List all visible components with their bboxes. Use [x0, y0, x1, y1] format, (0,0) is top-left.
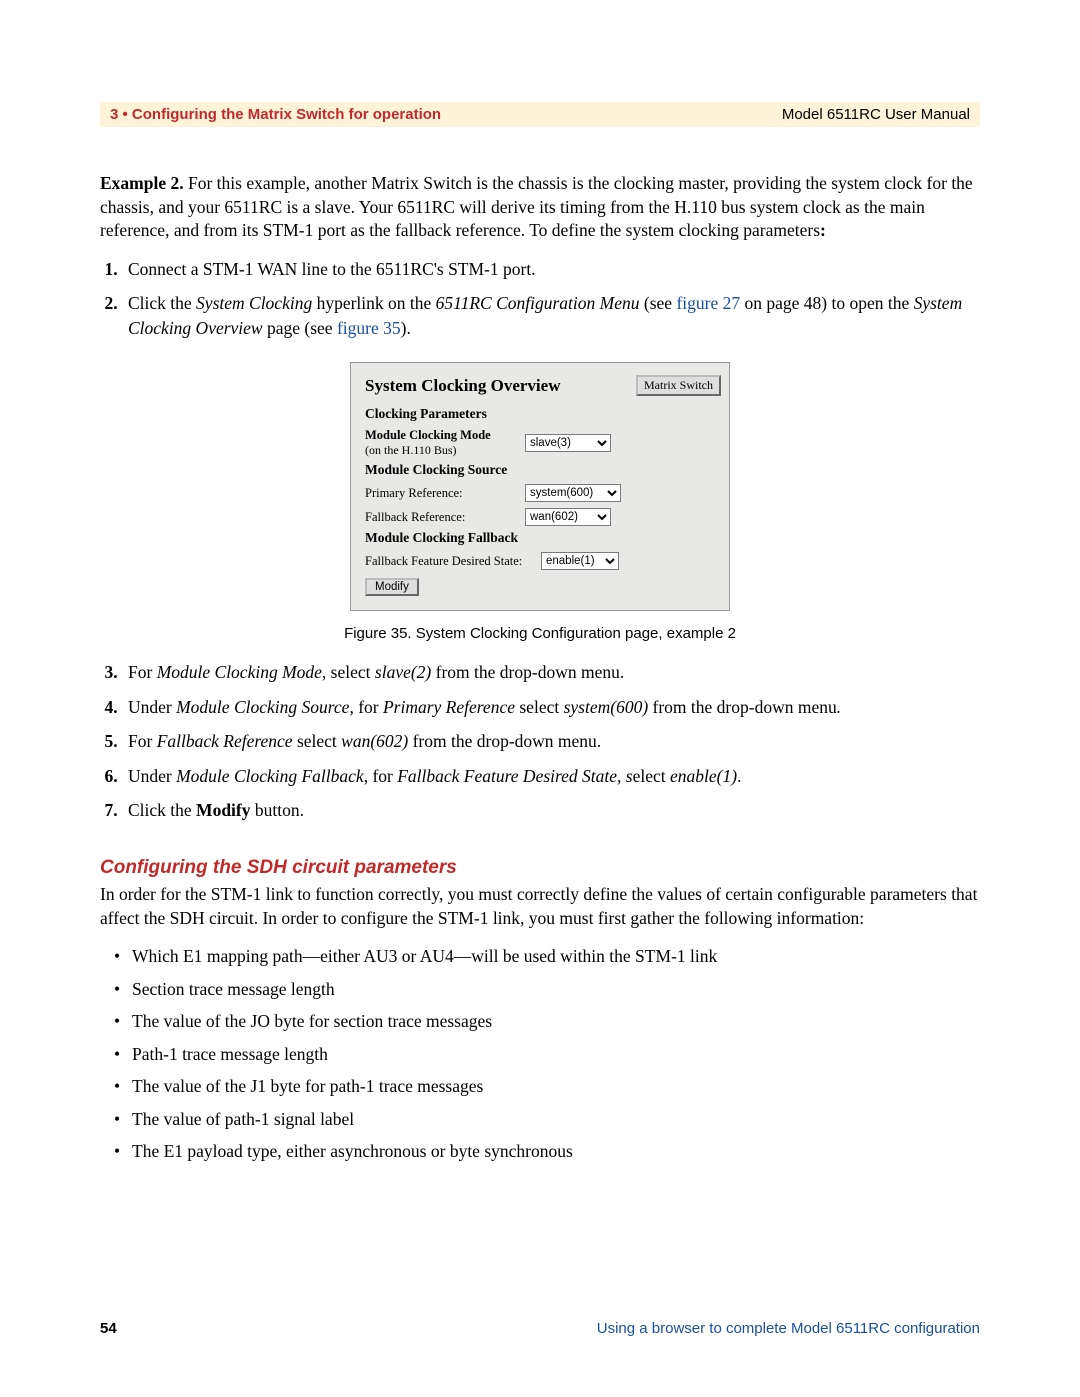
steps-list-bottom: For Module Clocking Mode, select slave(2…: [122, 660, 980, 823]
bullet-item: Path-1 trace message length: [114, 1042, 980, 1067]
s4-em3: system(600): [564, 697, 649, 717]
page-header-bar: 3 • Configuring the Matrix Switch for op…: [100, 102, 980, 127]
s4-em2: Primary Reference: [383, 697, 515, 717]
primary-row: Primary Reference: system(600): [365, 484, 715, 502]
step-2-mid3: on page 48) to open the: [740, 293, 914, 313]
sdh-bullets: Which E1 mapping path—either AU3 or AU4—…: [114, 944, 980, 1164]
fallback-label: Fallback Reference:: [365, 510, 525, 525]
s7-end: button.: [251, 800, 304, 820]
step-4: Under Module Clocking Source, for Primar…: [122, 695, 980, 720]
page-number: 54: [100, 1320, 117, 1337]
s6-em2: Fallback Feature Desired State, s: [397, 766, 632, 786]
s4-dot: .: [837, 697, 841, 717]
modify-button[interactable]: Modify: [365, 578, 419, 596]
s7-b: Modify: [196, 800, 250, 820]
s3-em1: Module Clocking Mode,: [157, 662, 327, 682]
footer-context: Using a browser to complete Model 6511RC…: [597, 1320, 980, 1337]
step-2-em2: 6511RC Configuration Menu: [436, 293, 640, 313]
figure-35: System Clocking Overview Matrix Switch C…: [100, 362, 980, 642]
s3-em2: slave(2): [375, 662, 431, 682]
mode-row: Module Clocking Mode (on the H.110 Bus) …: [365, 428, 715, 458]
bullet-item: Which E1 mapping path—either AU3 or AU4—…: [114, 944, 980, 969]
s4-mid1: , for: [349, 697, 383, 717]
bullet-item: Section trace message length: [114, 977, 980, 1002]
bullet-item: The value of the JO byte for section tra…: [114, 1009, 980, 1034]
step-2: Click the System Clocking hyperlink on t…: [122, 291, 980, 340]
s3-mid: select: [326, 662, 375, 682]
s4-mid2: select: [515, 697, 564, 717]
step-2-em1: System Clocking: [196, 293, 312, 313]
step-2-mid4: page (see: [263, 318, 337, 338]
example-label: Example 2.: [100, 173, 184, 193]
step-3: For Module Clocking Mode, select slave(2…: [122, 660, 980, 685]
panel-title: System Clocking Overview: [365, 376, 560, 396]
example-text: For this example, another Matrix Switch …: [100, 173, 973, 240]
s5-pre: For: [128, 731, 157, 751]
fbstate-label: Fallback Feature Desired State:: [365, 554, 541, 569]
bullet-item: The value of path-1 signal label: [114, 1107, 980, 1132]
step-2-mid2: (see: [640, 293, 677, 313]
s6-mid1: , for: [364, 766, 398, 786]
step-1: Connect a STM-1 WAN line to the 6511RC's…: [122, 257, 980, 282]
s6-pre: Under: [128, 766, 176, 786]
panel-title-row: System Clocking Overview Matrix Switch: [365, 375, 715, 396]
bullet-item: The E1 payload type, either asynchronous…: [114, 1139, 980, 1164]
step-6: Under Module Clocking Fallback, for Fall…: [122, 764, 980, 789]
figure-caption: Figure 35. System Clocking Configuration…: [344, 625, 736, 642]
source-heading: Module Clocking Source: [365, 462, 715, 478]
s7-pre: Click the: [128, 800, 196, 820]
step-2-end: ).: [401, 318, 411, 338]
s6-em1: Module Clocking Fallback: [176, 766, 364, 786]
bullet-item: The value of the J1 byte for path-1 trac…: [114, 1074, 980, 1099]
s5-end: from the drop-down menu.: [408, 731, 601, 751]
figure-27-link[interactable]: figure 27: [676, 293, 740, 313]
steps-list-top: Connect a STM-1 WAN line to the 6511RC's…: [122, 257, 980, 341]
chapter-title: 3 • Configuring the Matrix Switch for op…: [110, 106, 441, 123]
s5-em2: wan(602): [341, 731, 408, 751]
manual-title: Model 6511RC User Manual: [782, 106, 970, 123]
primary-label: Primary Reference:: [365, 486, 525, 501]
s3-pre: For: [128, 662, 157, 682]
mode-select[interactable]: slave(3): [525, 434, 611, 452]
fallback-select[interactable]: wan(602): [525, 508, 611, 526]
fbstate-select[interactable]: enable(1): [541, 552, 619, 570]
page-footer: 54 Using a browser to complete Model 651…: [100, 1320, 980, 1337]
system-clocking-panel: System Clocking Overview Matrix Switch C…: [350, 362, 730, 611]
s6-end: .: [737, 766, 741, 786]
sdh-section-para: In order for the STM-1 link to function …: [100, 883, 980, 930]
fallback-heading: Module Clocking Fallback: [365, 530, 715, 546]
s5-em1: Fallback Reference: [157, 731, 293, 751]
example-colon: :: [820, 220, 826, 240]
s6-mid2: elect: [633, 766, 670, 786]
figure-35-link[interactable]: figure 35: [337, 318, 401, 338]
primary-select[interactable]: system(600): [525, 484, 621, 502]
clocking-params-heading: Clocking Parameters: [365, 406, 715, 422]
sdh-section-heading: Configuring the SDH circuit parameters: [100, 857, 980, 879]
s4-em1: Module Clocking Source: [176, 697, 349, 717]
mode-label: Module Clocking Mode (on the H.110 Bus): [365, 428, 525, 458]
s5-mid: select: [293, 731, 342, 751]
step-7: Click the Modify button.: [122, 798, 980, 823]
page-body: 3 • Configuring the Matrix Switch for op…: [0, 0, 1080, 1232]
s4-pre: Under: [128, 697, 176, 717]
s3-end: from the drop-down menu.: [431, 662, 624, 682]
step-1-text: Connect a STM-1 WAN line to the 6511RC's…: [128, 259, 536, 279]
step-2-pre: Click the: [128, 293, 196, 313]
fallback-row: Fallback Reference: wan(602): [365, 508, 715, 526]
mode-label-text: Module Clocking Mode: [365, 428, 491, 442]
fbstate-row: Fallback Feature Desired State: enable(1…: [365, 552, 715, 570]
matrix-switch-button[interactable]: Matrix Switch: [636, 375, 721, 396]
step-2-mid1: hyperlink on the: [312, 293, 435, 313]
mode-sublabel: (on the H.110 Bus): [365, 443, 457, 457]
example-paragraph: Example 2. For this example, another Mat…: [100, 172, 980, 243]
s4-end: from the drop-down menu: [648, 697, 837, 717]
step-5: For Fallback Reference select wan(602) f…: [122, 729, 980, 754]
s6-em3: enable(1): [670, 766, 737, 786]
